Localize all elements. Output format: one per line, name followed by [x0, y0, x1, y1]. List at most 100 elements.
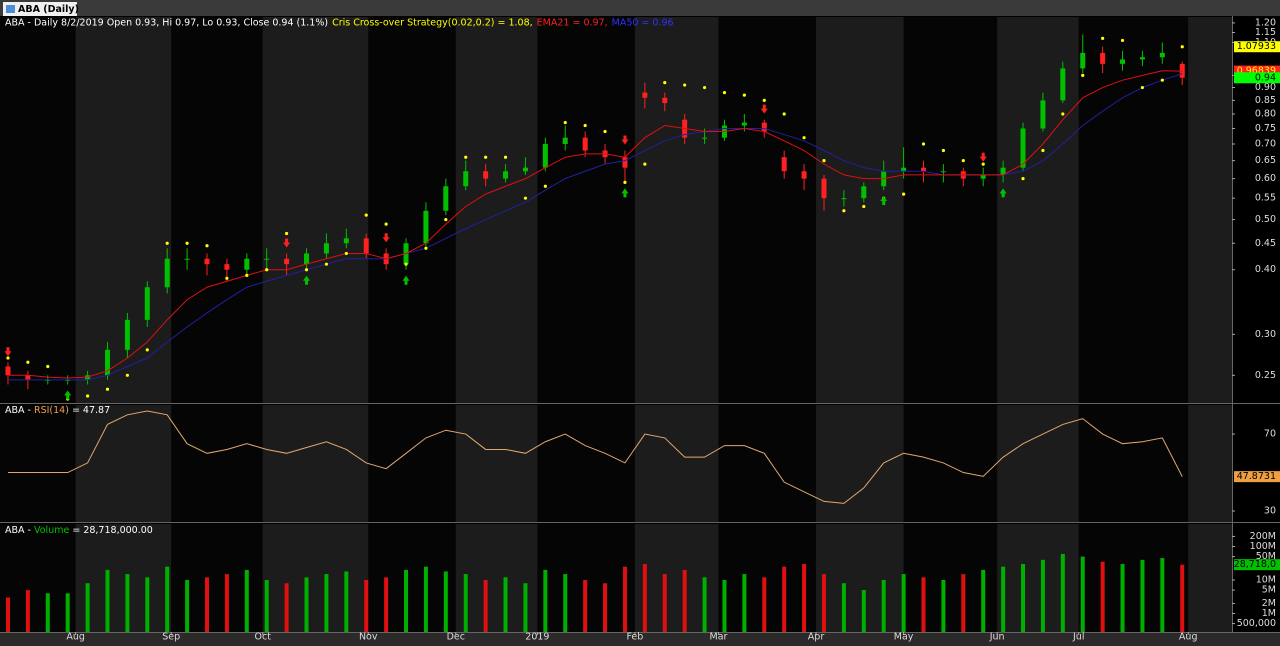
buy-arrow	[880, 196, 888, 206]
sar-dot	[961, 159, 965, 163]
sar-dot	[145, 348, 149, 352]
sell-arrow	[979, 152, 987, 162]
buy-arrow	[621, 188, 629, 198]
x-tick-label: Mar	[710, 632, 728, 643]
candle-body	[304, 253, 310, 265]
month-band	[75, 17, 172, 403]
sar-dot	[1101, 36, 1105, 41]
volume-bar	[802, 564, 807, 632]
y-tick-label: 100M	[1250, 541, 1276, 552]
month-band	[1188, 524, 1232, 632]
volume-bar	[1160, 558, 1165, 632]
volume-bar	[25, 590, 30, 632]
panel-title-part: ABA -	[5, 525, 34, 536]
candle-body	[224, 264, 230, 270]
y-tick-label: 1.15	[1255, 27, 1276, 38]
candle-body	[1000, 167, 1006, 175]
month-band	[634, 17, 719, 403]
month-band	[455, 17, 538, 403]
candle-body	[801, 171, 807, 179]
value-badge	[1234, 471, 1280, 483]
x-tick-label: Aug	[1179, 632, 1198, 643]
sar-dot	[245, 273, 249, 278]
volume-bar	[861, 590, 866, 632]
candle-body	[25, 375, 31, 380]
value-badge-label: 28,718,0	[1234, 559, 1276, 570]
y-tick-label: 1.20	[1255, 17, 1276, 28]
volume-bar	[5, 597, 10, 632]
candle-body	[940, 171, 946, 173]
value-badge-label: 47.8731	[1237, 471, 1276, 482]
sar-dot	[762, 98, 766, 102]
volume-bar	[543, 569, 548, 632]
volume-bar	[603, 583, 608, 632]
indicator-line	[7, 410, 1183, 504]
sar-dot	[603, 129, 607, 134]
candle-body	[1159, 52, 1165, 58]
x-tick-label: Sep	[162, 632, 180, 643]
sar-dot	[563, 120, 567, 125]
header-part: Cris Cross-over Strategy(0.02,0.2) = 1.0…	[332, 17, 533, 28]
sar-dot	[822, 159, 826, 163]
candle-body	[1120, 59, 1126, 64]
candle-body	[463, 171, 469, 187]
volume-bar	[85, 583, 90, 632]
sell-arrow	[760, 104, 768, 114]
candle-body	[164, 258, 170, 288]
y-tick-label: 200M	[1250, 531, 1276, 542]
panel-title-part: = 28,718,000.00	[69, 525, 153, 536]
value-badge-label: 0.94	[1255, 72, 1276, 83]
month-band	[816, 524, 904, 632]
sar-dot	[1061, 112, 1065, 116]
y-tick-label: 0.25	[1255, 370, 1276, 381]
candle-body	[284, 258, 290, 265]
y-tick-label: 0.85	[1255, 95, 1276, 106]
candle-body	[1100, 52, 1106, 64]
sell-arrow	[382, 233, 390, 243]
y-tick-label: 0.90	[1255, 82, 1276, 93]
volume-bar	[483, 579, 488, 632]
month-band	[262, 524, 369, 632]
candle-body	[662, 97, 668, 104]
sar-dot	[285, 231, 289, 236]
volume-bar	[901, 574, 906, 632]
candle-body	[483, 171, 489, 179]
volume-bar	[264, 579, 269, 632]
candle-body	[980, 174, 986, 179]
candle-body	[1080, 52, 1086, 69]
panel-title: ABA - RSI(14) = 47.87	[5, 405, 110, 416]
sar-dot	[742, 93, 746, 97]
y-tick-label: 0.80	[1255, 108, 1276, 119]
tab[interactable]	[3, 2, 77, 16]
sar-dot	[1180, 45, 1184, 49]
volume-bar	[364, 579, 369, 632]
x-tick-label: Apr	[808, 632, 825, 643]
month-band	[262, 17, 369, 403]
candle-body	[323, 243, 329, 254]
candle-body	[244, 258, 250, 270]
month-band	[816, 405, 904, 522]
y-tick-label: 0.70	[1255, 138, 1276, 149]
candle-body	[861, 186, 867, 199]
volume-bar	[821, 574, 826, 632]
y-tick-label: 0.40	[1255, 264, 1276, 275]
sar-dot	[384, 222, 388, 226]
panel-title-part: ABA -	[5, 405, 34, 416]
x-tick-label: Jun	[989, 632, 1005, 643]
candle-body	[503, 171, 509, 179]
buy-arrow	[999, 188, 1007, 198]
volume-bar	[503, 577, 508, 632]
volume-bar	[583, 579, 588, 632]
candle-body	[642, 92, 648, 98]
volume-bar	[782, 566, 787, 632]
sar-dot	[862, 204, 866, 209]
panel-title-part: RSI(14)	[34, 405, 69, 416]
y-tick-label: 0.30	[1255, 329, 1276, 340]
header-part: EMA21 = 0.97,	[537, 17, 608, 28]
panel-title-part: = 47.87	[69, 405, 110, 416]
volume-bar	[1040, 559, 1045, 632]
candle-body	[124, 319, 130, 350]
header-info: ABA - Daily 8/2/2019 Open 0.93, Hi 0.97,…	[5, 17, 674, 28]
month-band	[1188, 405, 1232, 522]
tab-bar	[0, 0, 1280, 16]
